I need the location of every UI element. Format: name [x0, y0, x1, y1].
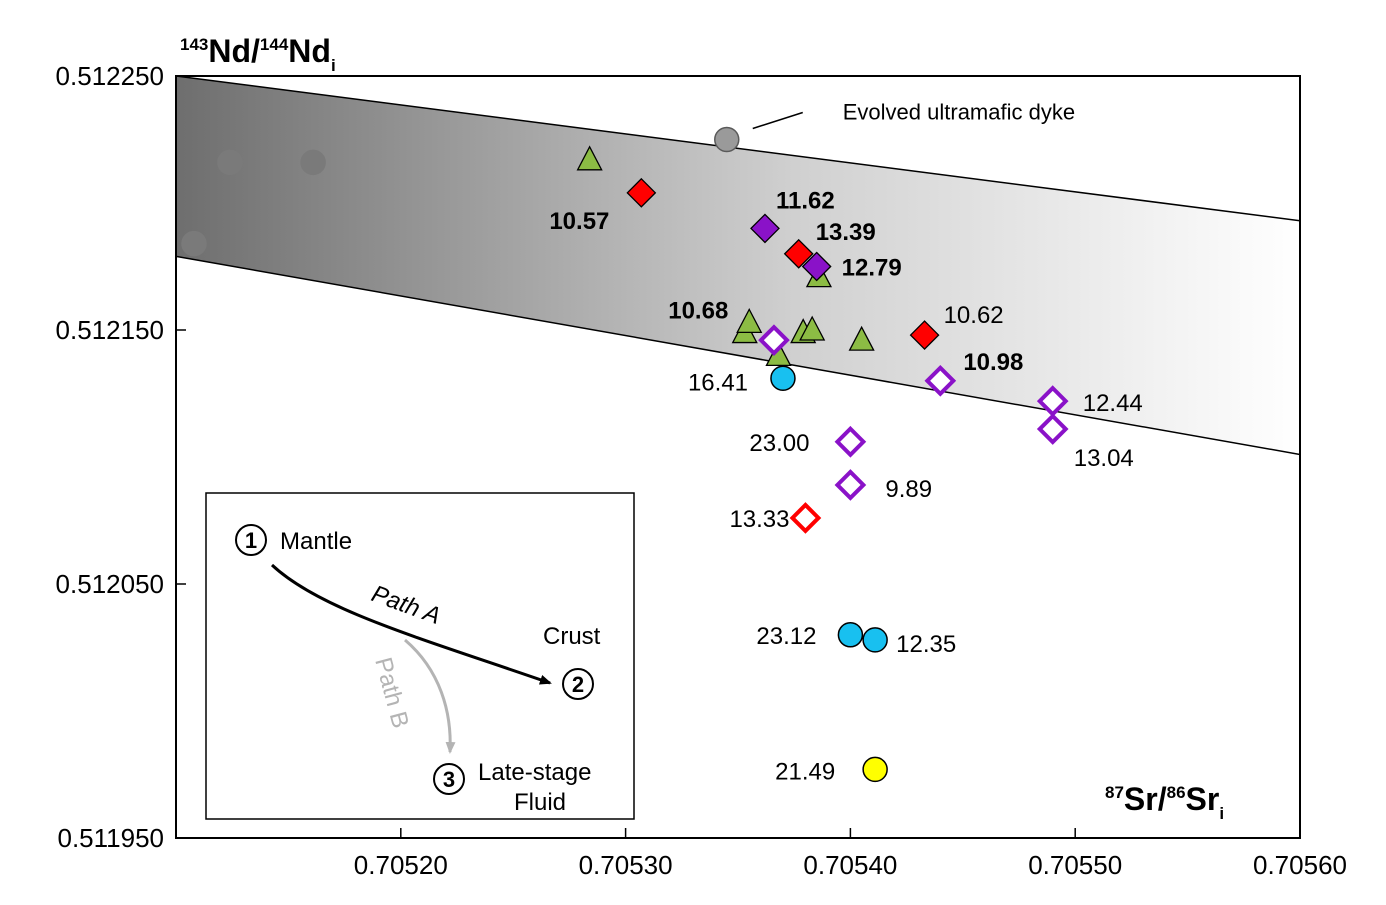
data-point-diamond-open [834, 469, 867, 501]
data-point-triangle [736, 307, 763, 334]
data-points [181, 126, 1069, 783]
x-title-sup2: 86 [1167, 783, 1186, 802]
mantle-number-circle [235, 524, 267, 556]
data-point-diamond-open [789, 502, 822, 534]
x-tick-label: 0.70540 [803, 850, 897, 880]
point-label: 13.33 [729, 506, 789, 533]
band-upper-line [176, 76, 1300, 222]
y-tick-label: 0.512150 [56, 315, 164, 345]
y-axis-ticks: 0.511950 0.512050 0.512150 0.512250 [56, 61, 186, 853]
y-title-sup2: 144 [260, 35, 289, 54]
x-tick-label: 0.70520 [354, 850, 448, 880]
data-point-circle [217, 149, 243, 176]
crust-node: Crust 2 [543, 623, 601, 700]
data-point-diamond-open [1036, 413, 1069, 445]
y-title-main2: Nd [288, 33, 331, 69]
point-label: 16.41 [688, 369, 748, 396]
band-lower-line [176, 255, 1300, 456]
x-title-sup1: 87 [1105, 783, 1124, 802]
y-tick-label: 0.511950 [57, 823, 164, 853]
data-point-triangle [799, 315, 826, 341]
point-label: 23.12 [756, 623, 816, 650]
annotation-layer: Evolved ultramafic dyke [752, 100, 1075, 130]
plot-frame [175, 75, 1301, 839]
y-tick-label: 0.512250 [56, 61, 164, 91]
x-axis-title: 87Sr/86Sri [1105, 781, 1224, 823]
point-label: 12.79 [842, 255, 902, 282]
data-point-diamond-open [924, 364, 957, 397]
point-label: 12.35 [896, 631, 956, 658]
data-point-diamond-open [758, 324, 790, 356]
data-point-diamond-open [834, 425, 867, 458]
crust-number-circle [562, 668, 594, 700]
point-label: 10.98 [963, 349, 1023, 376]
fluid-label-line2: Fluid [514, 789, 566, 816]
crust-number: 2 [572, 672, 584, 697]
y-tick-label: 0.512050 [56, 569, 164, 599]
path-a-arrow [270, 563, 552, 685]
point-label: 10.57 [549, 208, 609, 235]
mantle-node: 1 Mantle [235, 524, 352, 556]
fluid-node: 3 Late-stage Fluid [433, 759, 591, 816]
point-label: 9.89 [885, 476, 932, 503]
fluid-number-circle [433, 763, 465, 795]
point-label: 21.49 [775, 758, 835, 785]
point-label: 13.04 [1074, 445, 1134, 472]
data-point-diamond [783, 238, 814, 269]
shaded-band [176, 76, 1300, 456]
point-label: 13.39 [816, 219, 876, 246]
mantle-number: 1 [245, 528, 257, 553]
y-axis-title: 143Nd/144Ndi [180, 33, 336, 75]
fluid-label-line1: Late-stage [478, 759, 591, 786]
data-point-diamond [909, 320, 940, 350]
x-tick-label: 0.70550 [1028, 850, 1122, 880]
x-title-sub: i [1219, 804, 1224, 823]
data-point-triangle [576, 145, 603, 171]
y-title-sub: i [331, 56, 336, 75]
point-label: 11.62 [776, 187, 835, 214]
data-point-circle [862, 756, 888, 783]
x-tick-label: 0.70530 [579, 850, 673, 880]
data-point-circle [300, 149, 326, 176]
data-point-circle [837, 622, 864, 648]
data-point-triangle [848, 325, 875, 351]
x-title-main1: Sr/ [1124, 781, 1167, 817]
x-title-main2: Sr [1186, 781, 1220, 817]
data-point-circle [862, 627, 888, 653]
point-label: 23.00 [749, 430, 809, 457]
x-axis-ticks: 0.70520 0.70530 0.70540 0.70550 0.70560 [354, 828, 1347, 880]
y-title-main1: Nd/ [208, 33, 260, 69]
y-title-sup1: 143 [180, 35, 208, 54]
data-point-diamond [626, 177, 657, 208]
annotation-leader-line [752, 111, 803, 130]
crust-label: Crust [543, 623, 601, 650]
band-area [176, 76, 1300, 455]
path-b-arrow [404, 638, 456, 754]
point-label: 10.68 [668, 297, 728, 324]
data-point-circle [714, 126, 740, 153]
data-point-circle [770, 365, 796, 392]
point-label: 12.44 [1083, 390, 1143, 417]
point-label: 10.62 [944, 302, 1004, 329]
mantle-label: Mantle [280, 528, 352, 555]
data-point-diamond [750, 213, 780, 244]
fluid-number: 3 [443, 767, 455, 792]
data-point-diamond [801, 251, 832, 282]
annotation-text: Evolved ultramafic dyke [843, 100, 1075, 125]
inset-schematic: Path A Path B 1 Mantle Crust 2 3 Late-st… [205, 492, 635, 820]
point-labels: 10.68 10.57 13.39 10.62 11.62 12.79 10.98 12.44… [549, 187, 1142, 785]
data-point-circle [181, 230, 207, 257]
x-tick-label: 0.70560 [1253, 850, 1347, 880]
